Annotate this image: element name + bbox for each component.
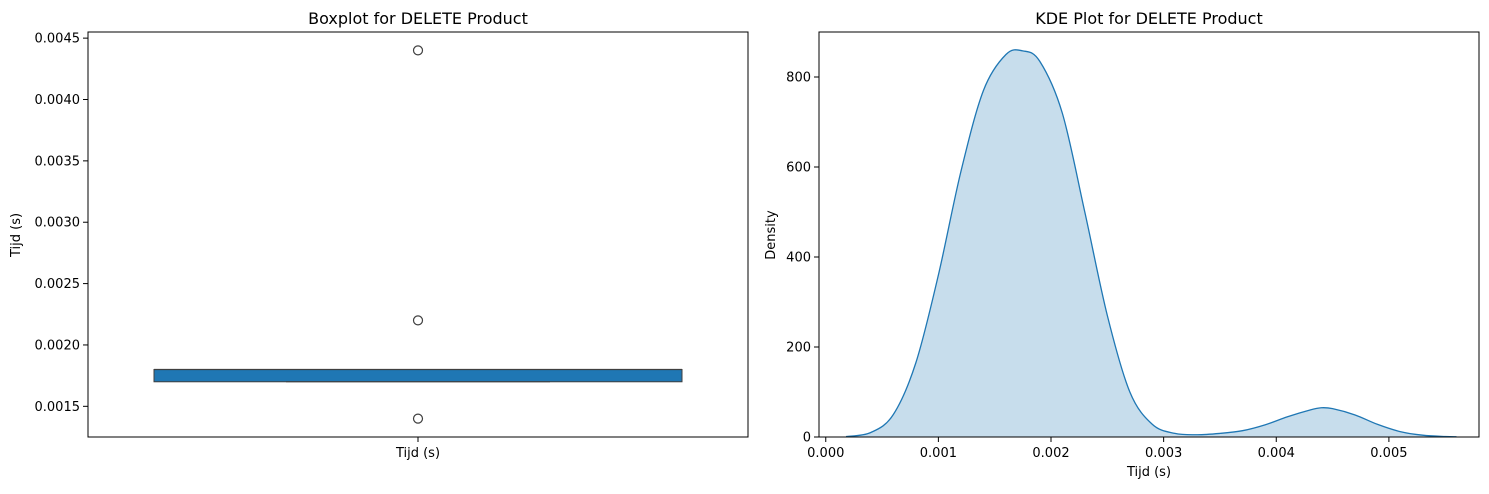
kde-x-tick-label: 0.002 — [1032, 446, 1069, 461]
boxplot-y-tick-label: 0.0045 — [35, 32, 81, 47]
kde-x-axis-label: Tijd (s) — [1126, 465, 1171, 480]
kde-density-area — [846, 49, 1457, 437]
kde-y-axis-label: Density — [764, 210, 779, 260]
kde-x-tick-label: 0.003 — [1145, 446, 1182, 461]
boxplot-outlier-point — [412, 413, 424, 424]
boxplot-y-tick-label: 0.0040 — [35, 93, 81, 108]
boxplot-box — [153, 369, 683, 383]
boxplot-y-tick-label: 0.0015 — [35, 400, 81, 415]
boxplot-title: Boxplot for DELETE Product — [308, 9, 528, 28]
boxplot-y-tick-label: 0.0020 — [35, 338, 81, 353]
kde-y-tick-label: 600 — [786, 161, 811, 176]
boxplot-outlier-point — [412, 315, 424, 326]
boxplot-panel: Boxplot for DELETE Product Tijd (s) 0.00… — [9, 9, 749, 461]
boxplot-y-tick-label: 0.0030 — [35, 216, 81, 231]
kde-axes-frame — [818, 31, 1480, 438]
boxplot-x-tick-label: Tijd (s) — [395, 446, 440, 461]
boxplot-y-tick-label: 0.0025 — [35, 277, 81, 292]
kde-y-tick-label: 200 — [786, 341, 811, 356]
boxplot-outlier-point — [412, 45, 424, 56]
kde-y-tick-label: 400 — [786, 251, 811, 266]
kde-x-tick-label: 0.005 — [1370, 446, 1407, 461]
kde-title: KDE Plot for DELETE Product — [1035, 9, 1263, 28]
kde-y-tick-label: 800 — [786, 71, 811, 86]
boxplot-y-axis-label: Tijd (s) — [9, 213, 24, 258]
kde-x-tick-label: 0.004 — [1258, 446, 1295, 461]
boxplot-axes-frame — [87, 31, 749, 438]
kde-y-tick-label: 0 — [803, 431, 811, 446]
kde-panel: KDE Plot for DELETE Product Density Tijd… — [764, 9, 1480, 480]
boxplot-y-tick-label: 0.0035 — [35, 154, 81, 169]
kde-x-tick-label: 0.001 — [920, 446, 957, 461]
kde-density-line — [845, 49, 1457, 438]
kde-x-tick-label: 0.000 — [807, 446, 844, 461]
